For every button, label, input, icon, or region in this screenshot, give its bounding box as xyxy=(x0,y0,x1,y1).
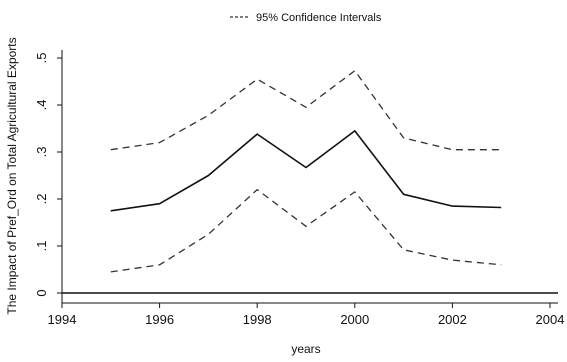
y-axis-title: The Impact of Pref_Ord on Total Agricult… xyxy=(5,37,19,314)
x-axis-title: years xyxy=(291,342,320,356)
legend: 95% Confidence Intervals xyxy=(230,12,382,24)
x-tick-label: 1994 xyxy=(48,312,77,327)
series-layer xyxy=(110,70,502,273)
labels-layer: The Impact of Pref_Ord on Total Agricult… xyxy=(5,37,321,356)
y-tick-label: .4 xyxy=(34,100,49,111)
legend-label: 95% Confidence Intervals xyxy=(256,12,382,24)
x-tick-label: 2002 xyxy=(438,312,467,327)
series-line-lower-ci xyxy=(110,188,502,273)
y-tick-label: .1 xyxy=(34,241,49,252)
x-tick-label: 1998 xyxy=(243,312,272,327)
series-line-estimate xyxy=(110,130,502,212)
x-tick-label: 2004 xyxy=(536,312,565,327)
y-tick-label: 0 xyxy=(34,289,49,296)
y-tick-label: .3 xyxy=(34,147,49,158)
y-tick-label: .2 xyxy=(34,194,49,205)
series-line-upper-ci xyxy=(110,70,502,151)
axes-layer: 0 .1 .2 .3 .4 .5 1994 1996 1998 2000 2002 2004 xyxy=(34,50,564,327)
y-tick-label: .5 xyxy=(34,53,49,64)
x-tick-label: 1996 xyxy=(145,312,174,327)
x-tick-label: 2000 xyxy=(340,312,369,327)
